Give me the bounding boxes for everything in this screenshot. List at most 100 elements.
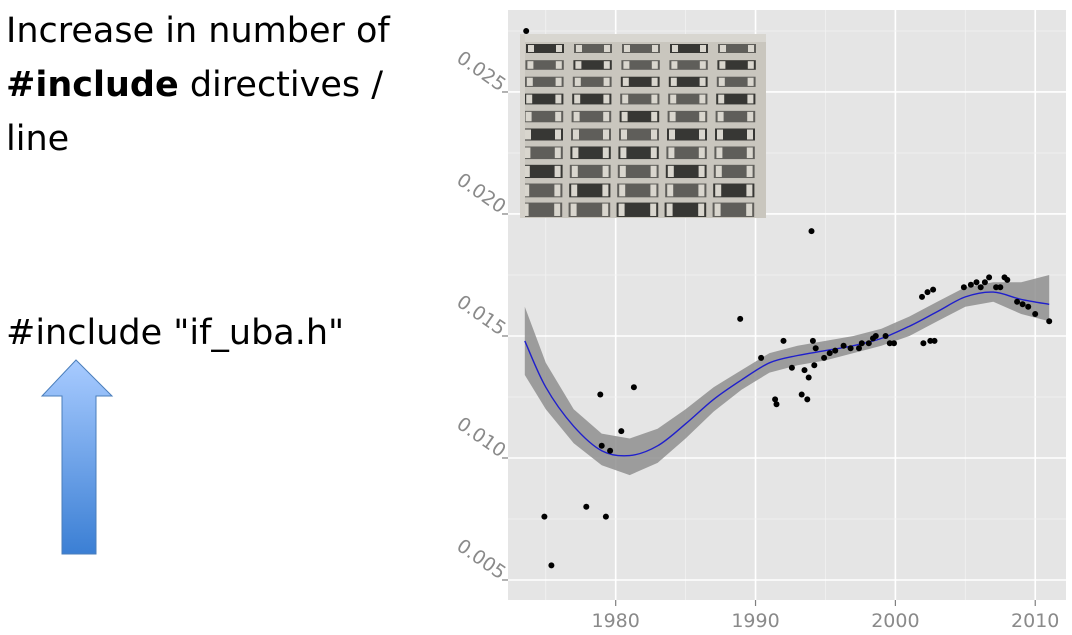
data-point (811, 362, 818, 369)
data-point (1046, 318, 1053, 325)
facade-panel (554, 147, 561, 159)
facade-panel (527, 61, 534, 69)
facade-panel (667, 184, 674, 197)
facade-panel (667, 165, 674, 178)
facade-panel (619, 184, 626, 197)
facade-panel (554, 184, 561, 197)
facade-panel (554, 203, 561, 216)
facade-panel (621, 111, 628, 122)
x-tick-label: 1980 (592, 610, 640, 632)
facade-panel (698, 184, 705, 197)
data-point (583, 503, 590, 510)
facade-window (622, 44, 660, 53)
facade-panel (602, 147, 609, 159)
facade-window (616, 202, 659, 217)
facade-panel (715, 184, 722, 197)
facade-panel (574, 94, 581, 104)
data-point (1032, 311, 1039, 317)
facade-panel (620, 147, 627, 159)
data-points (523, 28, 1053, 569)
x-tick-label: 2010 (1011, 610, 1059, 632)
facade-window (618, 146, 659, 160)
facade-panel (746, 184, 753, 197)
facade-panel (570, 203, 577, 216)
smooth-confidence-band (524, 275, 1050, 476)
facade-panel (720, 45, 726, 52)
facade-panel (698, 203, 705, 216)
facade-panel (555, 77, 562, 86)
facade-window (619, 110, 660, 123)
facade-panel (603, 77, 610, 86)
facade-panel (622, 77, 629, 86)
data-point (847, 345, 854, 352)
x-tick-label: 2000 (871, 610, 919, 632)
facade-panel (651, 111, 658, 122)
data-point (602, 513, 609, 520)
facade-window (568, 202, 611, 217)
facade-panel (651, 61, 658, 69)
facade-window (667, 110, 708, 123)
facade-edge (520, 34, 525, 218)
facade-window (620, 76, 660, 87)
facade-panel (718, 94, 725, 104)
data-point (804, 396, 811, 403)
data-point (919, 293, 925, 300)
facade-window (520, 202, 563, 217)
facade-window (718, 44, 756, 53)
heading-text-part2: directives / (189, 65, 384, 105)
facade-window (617, 183, 659, 198)
data-point (832, 347, 839, 354)
data-point (886, 340, 893, 347)
data-point (801, 367, 808, 374)
facade-panel (699, 129, 705, 140)
data-point (798, 391, 805, 398)
facade-window (524, 76, 564, 87)
facade-panel (747, 111, 754, 122)
facade-panel (602, 184, 609, 197)
y-tick-label: 0.020 (453, 169, 510, 218)
facade-panel (575, 61, 582, 69)
facade-window (669, 60, 708, 70)
facade-window (620, 93, 660, 105)
data-point (858, 340, 865, 347)
facade-window (523, 128, 563, 141)
confidence-band-area (524, 275, 1050, 476)
data-point (1004, 276, 1011, 283)
data-point (891, 340, 897, 347)
facade-panel (528, 45, 534, 52)
x-tick-label: 1990 (731, 610, 779, 632)
data-point (865, 340, 872, 347)
facade-panel (699, 111, 706, 122)
data-point (618, 428, 625, 435)
x-axis-ticks: 1980 1990 2000 2010 (592, 600, 1059, 632)
facade-window (716, 76, 756, 87)
data-point (809, 337, 816, 344)
facade-window (716, 93, 756, 105)
data-point (805, 374, 812, 381)
data-point (541, 513, 548, 520)
facade-window (569, 183, 611, 198)
heading-include-keyword: #include (6, 65, 179, 105)
facade-panel (603, 111, 610, 122)
data-point (931, 337, 938, 344)
data-point (1025, 303, 1032, 310)
facade-window (521, 164, 563, 179)
facade-panel (700, 45, 706, 52)
y-tick-label: 0.010 (453, 413, 510, 462)
facade-panel (746, 147, 753, 159)
facade-panel (526, 94, 533, 104)
y-tick-label: 0.005 (453, 535, 510, 584)
facade-window (573, 60, 612, 70)
facade-panel (746, 203, 753, 216)
facade-window (619, 128, 659, 141)
facade-panel (555, 61, 562, 69)
data-point (973, 279, 980, 286)
facade-panel (525, 129, 531, 140)
facade-panel (650, 147, 657, 159)
facade-panel (650, 184, 657, 197)
facade-panel (651, 77, 658, 86)
y-tick-label: 0.015 (453, 291, 510, 340)
facade-window (664, 202, 707, 217)
facade-panel (747, 61, 754, 69)
data-point (737, 315, 744, 322)
